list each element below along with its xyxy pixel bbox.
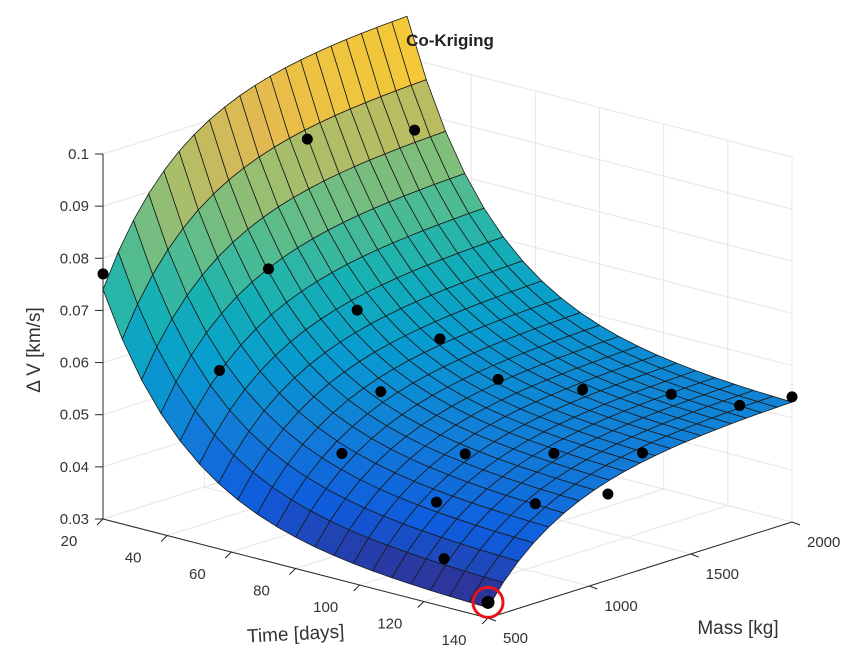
x-tick-label: 140 bbox=[441, 632, 466, 649]
x-tick bbox=[353, 584, 361, 592]
z-tick-label: 0.06 bbox=[60, 355, 89, 372]
sample-point bbox=[459, 448, 471, 460]
sample-point bbox=[492, 373, 504, 385]
x-tick bbox=[96, 518, 104, 526]
sample-point bbox=[734, 399, 746, 411]
sample-point bbox=[301, 133, 313, 145]
x-tick-label: 120 bbox=[377, 616, 402, 633]
x-tick-label: 20 bbox=[61, 533, 78, 550]
sample-point bbox=[214, 364, 226, 376]
sample-point bbox=[665, 388, 677, 400]
sample-point bbox=[351, 304, 363, 316]
wall-gridline bbox=[406, 57, 793, 158]
labels-layer: 0.03 0.04 0.05 0.06 0.07 0.08 0.09 0.1 20 40 60 80 1… bbox=[60, 146, 841, 649]
sample-point bbox=[786, 391, 798, 403]
x-tick-label: 60 bbox=[189, 566, 206, 583]
sample-point bbox=[434, 333, 446, 345]
x-axis-label: Time [days] bbox=[246, 621, 344, 647]
x-tick-label: 80 bbox=[253, 583, 270, 600]
surface-patch bbox=[102, 251, 138, 340]
y-tick bbox=[791, 521, 801, 526]
x-tick bbox=[289, 568, 296, 575]
z-axis-label: Δ V [km/s] bbox=[24, 307, 45, 393]
x-tick bbox=[417, 601, 425, 608]
sample-point bbox=[409, 124, 421, 136]
y-tick-label: 1000 bbox=[604, 598, 637, 615]
x-tick bbox=[481, 617, 489, 625]
z-tick-label: 0.08 bbox=[60, 250, 89, 267]
sample-point bbox=[637, 447, 649, 459]
wall-gridline bbox=[406, 161, 793, 262]
y-axis-label: Mass [kg] bbox=[697, 618, 778, 639]
axes-layer bbox=[95, 153, 801, 625]
sample-point bbox=[602, 488, 614, 500]
wall-gridline bbox=[406, 109, 793, 210]
y-tick bbox=[589, 585, 598, 590]
highlight-ring bbox=[471, 585, 505, 619]
x-tick bbox=[224, 551, 232, 559]
sample-point bbox=[263, 263, 274, 275]
x-tick bbox=[160, 535, 168, 542]
sample-point bbox=[375, 386, 387, 398]
y-tick-label: 1500 bbox=[706, 566, 739, 583]
z-tick-label: 0.05 bbox=[60, 407, 89, 424]
z-tick-label: 0.1 bbox=[68, 146, 89, 163]
z-tick-label: 0.04 bbox=[60, 459, 89, 476]
surface-layer bbox=[102, 15, 793, 608]
sample-point bbox=[438, 553, 450, 565]
y-tick-label: 2000 bbox=[807, 534, 840, 551]
sample-point bbox=[548, 447, 560, 459]
points-layer bbox=[97, 124, 798, 619]
y-tick-label: 500 bbox=[503, 630, 528, 647]
sample-point bbox=[431, 496, 443, 508]
x-tick-label: 40 bbox=[125, 550, 142, 567]
z-tick-label: 0.03 bbox=[60, 511, 89, 528]
sample-point bbox=[97, 268, 109, 280]
sample-point bbox=[529, 498, 541, 510]
sample-point bbox=[336, 448, 348, 460]
y-axis-line bbox=[487, 521, 793, 619]
chart-title: Co-Kriging bbox=[406, 31, 494, 50]
z-tick-label: 0.09 bbox=[60, 198, 89, 215]
y-tick bbox=[690, 553, 699, 558]
z-tick-label: 0.07 bbox=[60, 302, 89, 319]
highlighted-point bbox=[481, 595, 495, 609]
x-tick-label: 100 bbox=[313, 599, 338, 616]
sample-point bbox=[577, 383, 589, 395]
